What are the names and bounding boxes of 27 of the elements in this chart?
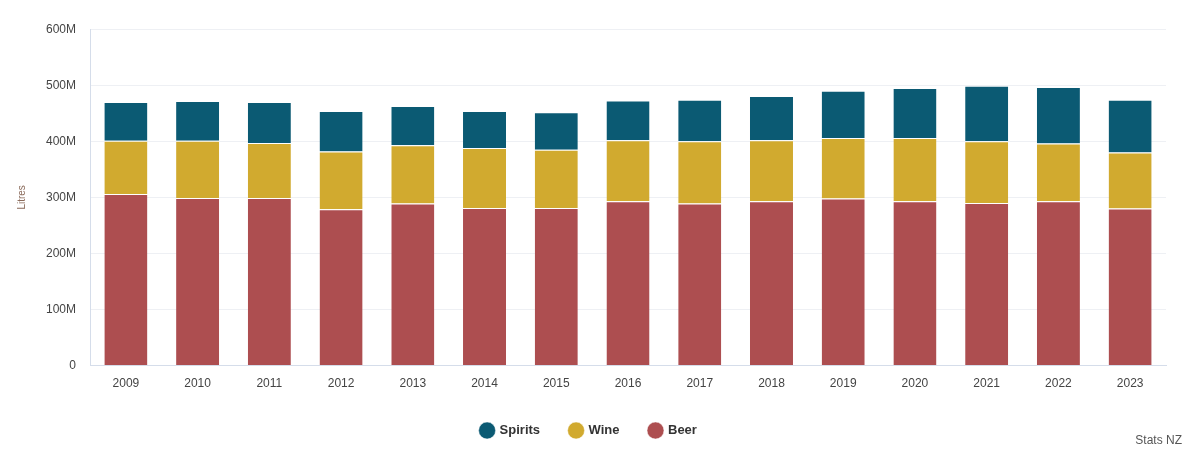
text: Stats NZ (1135, 433, 1182, 448)
legend-label: Spirits (499, 422, 541, 438)
y-axis-title: Litres (15, 185, 27, 210)
y-tick-label: 400M (45, 133, 77, 148)
x-tick-label: 2016 (614, 376, 642, 391)
x-tick-label: 2022 (1045, 376, 1073, 391)
y-tick-label: 600M (45, 21, 77, 36)
y-tick-label: 0 (69, 357, 77, 372)
legend-label: Beer (667, 422, 697, 438)
x-tick-label: 2021 (973, 376, 1001, 391)
x-tick-label: 2017 (686, 376, 714, 391)
y-tick-label: 100M (45, 301, 77, 316)
y-tick-label: 200M (45, 245, 77, 260)
x-tick-label: 2010 (184, 376, 212, 391)
x-tick-label: 2020 (901, 376, 929, 391)
x-tick-label: 2014 (471, 376, 499, 391)
x-tick-label: 2009 (112, 376, 140, 391)
x-tick-label: 2011 (256, 376, 283, 391)
y-tick-label: 500M (45, 77, 77, 92)
x-tick-label: 2013 (399, 376, 427, 391)
y-tick-label: 300M (45, 189, 77, 204)
x-tick-label: 2019 (829, 376, 857, 391)
legend-label: Wine (588, 422, 620, 438)
x-tick-label: 2023 (1116, 376, 1144, 391)
x-tick-label: 2012 (327, 376, 355, 391)
x-tick-label: 2018 (758, 376, 786, 391)
x-tick-label: 2015 (542, 376, 570, 391)
